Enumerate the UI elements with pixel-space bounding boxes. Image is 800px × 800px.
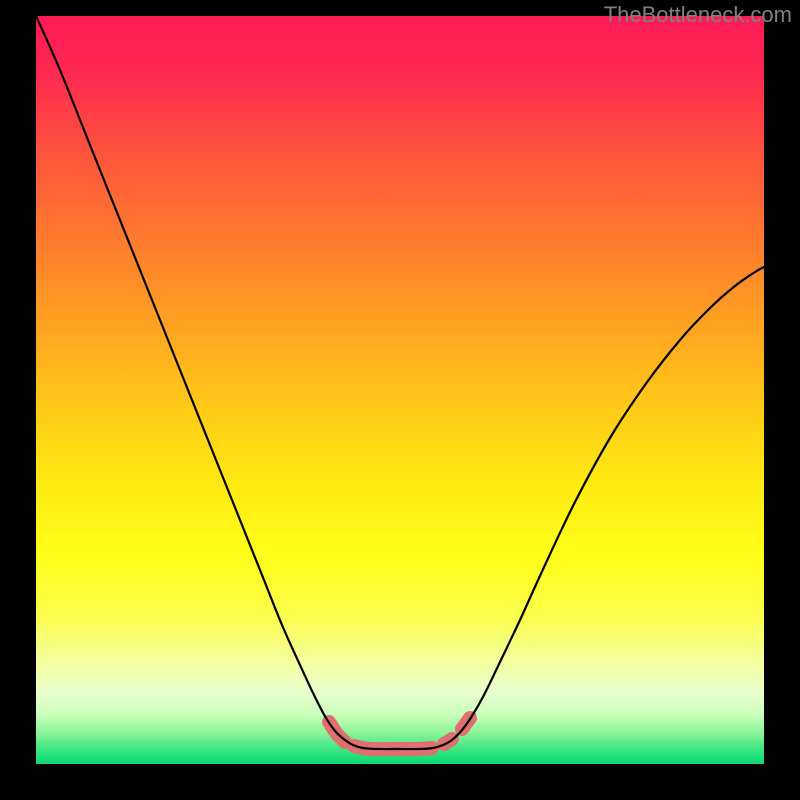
bottleneck-curve-chart xyxy=(36,16,764,764)
watermark-text: TheBottleneck.com xyxy=(604,2,792,28)
gradient-background xyxy=(36,16,764,764)
chart-frame: TheBottleneck.com xyxy=(0,0,800,800)
plot-area xyxy=(36,16,764,764)
